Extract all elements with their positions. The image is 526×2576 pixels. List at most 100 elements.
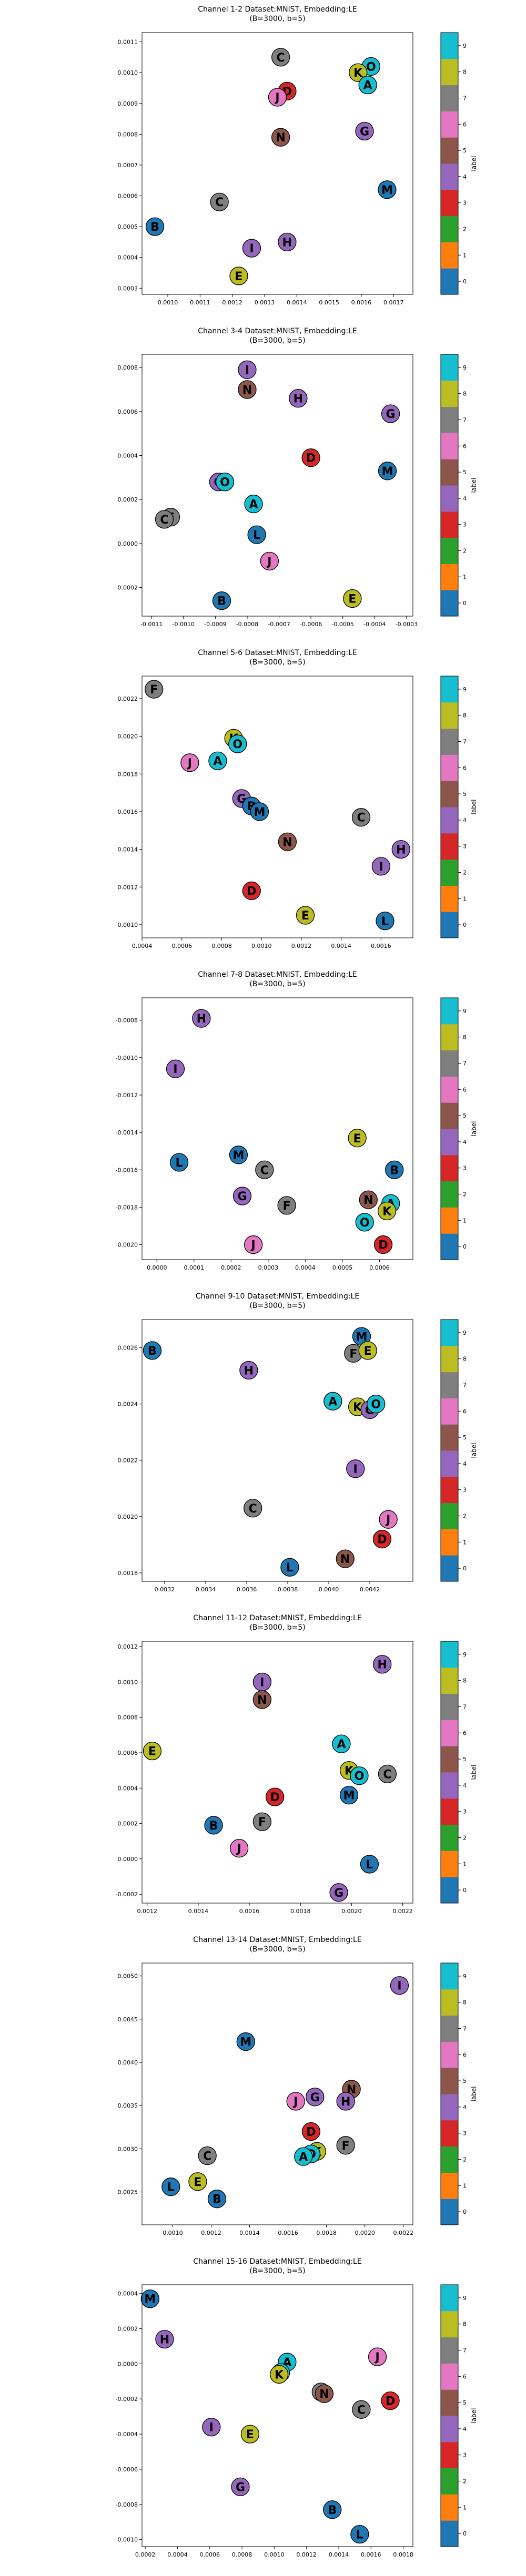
colorbar-tick-label: 8 [463, 1678, 467, 1684]
point-marker [336, 1549, 355, 1568]
point-marker [296, 906, 315, 925]
x-tick-label: -0.0006 [300, 621, 322, 628]
colorbar-tick-label: 4 [463, 817, 467, 824]
point-marker [145, 217, 165, 236]
colorbar-tick-label: 2 [463, 226, 467, 233]
colorbar-segment [441, 1667, 458, 1694]
colorbar-segment [441, 1076, 458, 1103]
panel-5: Channel 9-10 Dataset:MNIST, Embedding:LE… [118, 1292, 478, 1593]
x-tick-label: 0.0042 [360, 1586, 380, 1593]
point-label: L [286, 1561, 294, 1575]
point-marker [350, 1766, 369, 1785]
y-tick-label: 0.0045 [118, 2016, 138, 2023]
colorbar-tick-label: 8 [463, 1356, 467, 1363]
colorbar-tick-label: 0 [463, 922, 467, 928]
colorbar-segment [441, 1476, 458, 1504]
point-label: H [197, 1013, 206, 1026]
point-marker [278, 232, 297, 252]
colorbar-segment [441, 111, 458, 138]
colorbar-segment [441, 564, 458, 590]
y-tick-label: 0.0000 [118, 1856, 138, 1863]
point-label: A [363, 79, 372, 93]
colorbar-segment [441, 912, 458, 938]
y-tick-label: 0.0006 [118, 408, 138, 415]
point-label: E [301, 909, 309, 923]
panel-title: Channel 9-10 Dataset:MNIST, Embedding:LE [196, 1292, 359, 1301]
panel-subtitle: (B=3000, b=5) [249, 1623, 305, 1632]
x-tick-label: -0.0011 [140, 621, 163, 628]
colorbar-segment [441, 1555, 458, 1582]
point-marker [346, 1459, 365, 1478]
colorbar-tick-label: 1 [463, 2504, 467, 2511]
x-tick-label: 0.0040 [319, 1586, 339, 1593]
colorbar-segment [441, 1877, 458, 1904]
y-tick-label: 0.0050 [118, 1973, 138, 1980]
y-tick-label: 0.0014 [118, 846, 138, 853]
x-tick-label: -0.0010 [173, 621, 195, 628]
colorbar-segment [441, 2468, 458, 2495]
point-marker [371, 857, 391, 876]
colorbar-tick-label: 5 [463, 147, 467, 154]
point-label: M [232, 1149, 244, 1162]
panel-title: Channel 13-14 Dataset:MNIST, Embedding:L… [193, 1936, 361, 1944]
colorbar-frame [440, 1641, 459, 1904]
y-tick-label: 0.0030 [118, 2145, 138, 2152]
point-marker [329, 1883, 348, 1902]
x-tick-label: -0.0003 [396, 621, 418, 628]
colorbar-segment [441, 1024, 458, 1051]
x-tick-label: 0.0018 [316, 2230, 337, 2236]
x-tick-label: 0.0013 [255, 299, 275, 306]
colorbar-segment [441, 1372, 458, 1398]
colorbar-tick-label: 2 [463, 870, 467, 876]
point-label: C [277, 52, 285, 65]
colorbar-segment [441, 137, 458, 164]
point-marker [306, 2088, 325, 2107]
point-marker [391, 840, 410, 859]
colorbar-tick-label: 7 [463, 1060, 467, 1067]
point-marker [252, 1812, 271, 1831]
colorbar-tick-label: 5 [463, 2399, 467, 2406]
colorbar-label: label [470, 2408, 478, 2423]
point-label: K [353, 1401, 362, 1414]
point-marker [381, 2391, 400, 2410]
point-marker [255, 1160, 274, 1179]
colorbar-tick-label: 9 [463, 686, 467, 693]
point-label: M [382, 465, 393, 478]
point-label: D [386, 2395, 395, 2408]
point-label: M [254, 806, 265, 819]
point-label: A [249, 498, 258, 512]
colorbar-segment [441, 781, 458, 807]
point-marker [343, 589, 362, 608]
colorbar-tick-label: 9 [463, 1973, 467, 1980]
point-marker [252, 1690, 271, 1709]
colorbar-tick-label: 9 [463, 43, 467, 49]
x-tick-label: 0.0036 [237, 1586, 257, 1593]
point-label: F [283, 1200, 291, 1213]
colorbar-frame [440, 1962, 459, 2225]
colorbar-segment [441, 2311, 458, 2338]
point-label: B [217, 595, 226, 608]
y-tick-label: 0.0010 [118, 69, 138, 76]
point-label: L [356, 2529, 363, 2542]
colorbar-segment [441, 33, 458, 59]
point-marker [169, 1153, 189, 1172]
point-marker [323, 2500, 342, 2519]
colorbar-frame [440, 2284, 459, 2547]
point-marker [278, 832, 297, 851]
point-marker [155, 510, 174, 529]
colorbar-segment [441, 1450, 458, 1477]
point-marker [355, 121, 374, 141]
point-label: C [357, 2404, 366, 2417]
y-tick-label: 0.0010 [118, 1679, 138, 1685]
x-tick-label: 0.0005 [332, 1264, 353, 1271]
y-tick-label: 0.0035 [118, 2102, 138, 2109]
point-marker [381, 404, 400, 423]
y-tick-label: -0.0020 [116, 1242, 138, 1249]
colorbar-tick-label: 1 [463, 574, 467, 580]
y-tick-label: 0.0022 [118, 696, 138, 702]
point-marker [373, 1235, 393, 1254]
point-label: L [253, 529, 260, 542]
colorbar-segment [441, 1102, 458, 1129]
x-tick-label: -0.0009 [204, 621, 226, 628]
colorbar-segment [441, 354, 458, 381]
